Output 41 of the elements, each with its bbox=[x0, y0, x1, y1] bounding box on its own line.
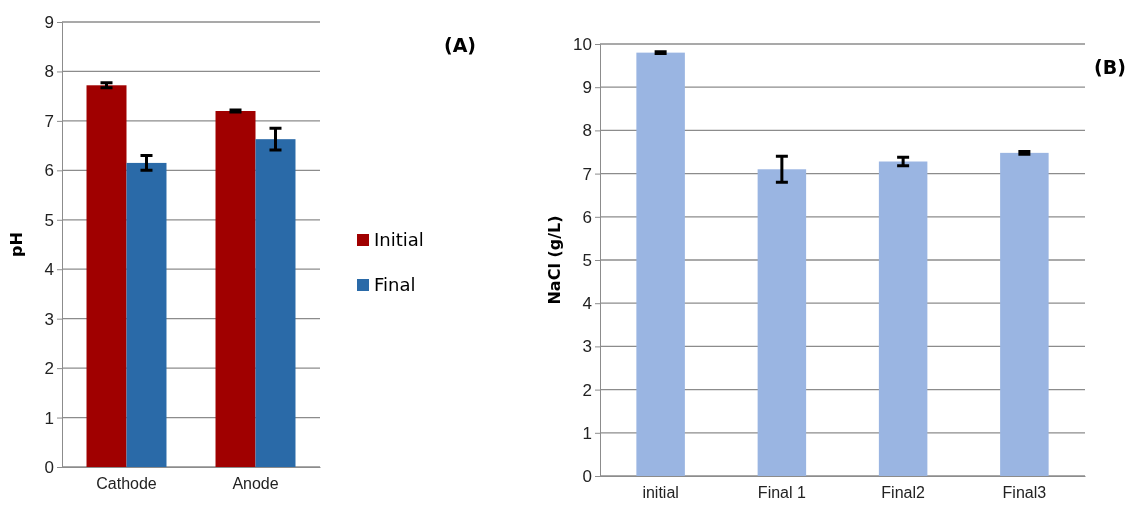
y-tick-label: 0 bbox=[582, 466, 592, 486]
y-tick-label: 8 bbox=[44, 62, 54, 82]
bar bbox=[878, 161, 928, 476]
x-tick-label: Anode bbox=[232, 475, 279, 493]
bar bbox=[86, 85, 127, 467]
y-tick-label: 1 bbox=[582, 423, 592, 443]
y-tick-label: 10 bbox=[573, 34, 592, 54]
text: (B) bbox=[1094, 56, 1126, 78]
y-tick-label: 4 bbox=[44, 260, 54, 280]
y-tick-label: 8 bbox=[582, 121, 592, 141]
text: (A) bbox=[443, 34, 477, 56]
y-tick-label: 2 bbox=[582, 380, 592, 400]
x-tick-label: Cathode bbox=[96, 475, 157, 493]
x-tick-label: Final3 bbox=[1002, 484, 1047, 502]
x-tick-label: Final 1 bbox=[757, 484, 806, 502]
y-tick-label: 6 bbox=[582, 207, 592, 227]
legend-label: Initial bbox=[374, 229, 424, 250]
y-tick-label: 5 bbox=[582, 250, 592, 270]
bar bbox=[636, 52, 685, 476]
y-tick-label: 4 bbox=[582, 294, 592, 314]
y-axis-title: NaCl (g/L) bbox=[545, 215, 564, 305]
y-tick-label: 9 bbox=[582, 78, 592, 98]
bar bbox=[215, 111, 256, 467]
y-tick-label: 0 bbox=[44, 457, 54, 477]
legend-label: Final bbox=[374, 274, 416, 295]
y-tick-label: 6 bbox=[44, 161, 54, 181]
y-tick-label: 7 bbox=[582, 164, 592, 184]
y-tick-label: 9 bbox=[44, 12, 54, 32]
x-tick-label: Final2 bbox=[881, 484, 926, 502]
x-tick-label: initial bbox=[642, 484, 679, 502]
bar bbox=[126, 162, 167, 467]
y-tick-label: 7 bbox=[44, 111, 54, 131]
y-tick-label: 5 bbox=[44, 210, 54, 230]
y-tick-label: 1 bbox=[44, 408, 54, 428]
y-tick-label: 3 bbox=[44, 309, 54, 329]
y-axis-title: pH bbox=[7, 232, 26, 257]
bar bbox=[757, 169, 807, 476]
bar bbox=[255, 139, 296, 467]
y-tick-label: 2 bbox=[44, 359, 54, 379]
bar bbox=[1000, 152, 1049, 476]
y-tick-label: 3 bbox=[582, 337, 592, 357]
